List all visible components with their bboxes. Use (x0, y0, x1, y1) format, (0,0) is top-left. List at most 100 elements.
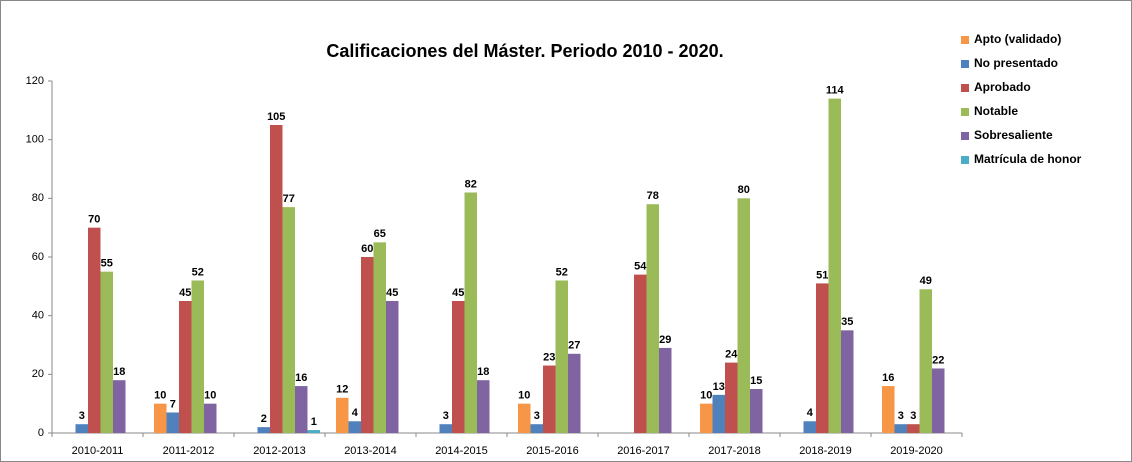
legend-label: Sobresaliente (974, 128, 1053, 142)
bar (555, 280, 568, 433)
bar (361, 257, 374, 433)
data-label: 82 (465, 178, 477, 190)
bar (932, 368, 945, 433)
bar (882, 386, 895, 433)
data-label: 114 (826, 85, 845, 97)
legend-swatch (961, 36, 969, 44)
x-tick-label: 2010-2011 (72, 445, 124, 457)
bar (828, 98, 841, 433)
data-label: 2 (261, 413, 267, 425)
data-label: 52 (192, 266, 204, 278)
bar (750, 389, 763, 433)
bar (179, 301, 192, 433)
data-label: 24 (725, 349, 738, 361)
data-label: 10 (154, 390, 166, 402)
x-tick-label: 2011-2012 (163, 445, 215, 457)
bar (295, 386, 308, 433)
bar (646, 204, 659, 433)
data-label: 7 (170, 398, 176, 410)
bar (113, 380, 126, 433)
x-tick-label: 2017-2018 (708, 445, 761, 457)
bar (100, 271, 113, 433)
y-tick-label: 120 (26, 75, 44, 87)
bar (477, 380, 490, 433)
data-label: 1 (311, 416, 317, 428)
bar (841, 330, 854, 433)
bar (336, 397, 349, 433)
data-label: 18 (113, 366, 125, 378)
data-label: 65 (374, 228, 386, 240)
bar (270, 125, 283, 433)
bar (88, 227, 101, 433)
bar (386, 301, 399, 433)
legend-label: Notable (974, 104, 1018, 118)
legend-label: Apto (validado) (974, 32, 1061, 46)
data-label: 77 (283, 193, 295, 205)
bar (919, 289, 932, 433)
bar (737, 198, 750, 433)
data-label: 60 (361, 243, 373, 255)
x-tick-label: 2012-2013 (253, 445, 306, 457)
data-label: 23 (543, 351, 555, 363)
data-label: 78 (647, 190, 659, 202)
data-label: 3 (910, 410, 916, 422)
chart-title: Calificaciones del Máster. Periodo 2010 … (326, 41, 723, 61)
data-label: 10 (700, 390, 712, 402)
data-label: 13 (713, 381, 725, 393)
data-label: 4 (352, 407, 359, 419)
bar (803, 421, 816, 433)
y-tick-label: 20 (32, 368, 44, 380)
legend-label: No presentado (974, 56, 1058, 70)
data-label: 27 (568, 340, 580, 352)
data-label: 3 (534, 410, 540, 422)
data-label: 4 (807, 407, 814, 419)
bar (518, 403, 531, 433)
bar (166, 412, 179, 433)
bar (543, 365, 556, 433)
data-label: 12 (336, 384, 348, 396)
data-label: 29 (659, 334, 671, 346)
bar (307, 430, 320, 433)
bar (659, 347, 672, 433)
y-tick-label: 60 (32, 251, 44, 263)
legend-label: Aprobado (974, 80, 1031, 94)
data-label: 51 (816, 269, 828, 281)
legend-swatch (961, 108, 969, 116)
bar (907, 424, 920, 433)
bar (700, 403, 713, 433)
data-label: 16 (295, 372, 307, 384)
data-label: 45 (179, 287, 191, 299)
data-label: 22 (932, 354, 944, 366)
legend-swatch (961, 156, 969, 164)
data-label: 45 (386, 287, 398, 299)
legend-swatch (961, 132, 969, 140)
data-label: 49 (920, 275, 932, 287)
legend-label: Matrícula de honor (974, 152, 1082, 166)
data-label: 45 (452, 287, 464, 299)
bar (452, 301, 465, 433)
legend-swatch (961, 84, 969, 92)
y-tick-label: 80 (32, 192, 44, 204)
data-label: 105 (267, 111, 285, 123)
data-label: 80 (738, 184, 750, 196)
data-label: 3 (898, 410, 904, 422)
bar (634, 274, 647, 433)
y-tick-label: 40 (32, 310, 44, 322)
x-tick-label: 2019-2020 (890, 445, 943, 457)
bar (257, 427, 270, 433)
data-label: 10 (518, 390, 530, 402)
bar (282, 207, 295, 433)
data-label: 10 (204, 390, 216, 402)
data-label: 3 (79, 410, 85, 422)
bar (154, 403, 167, 433)
x-tick-label: 2014-2015 (435, 445, 488, 457)
bar (816, 283, 829, 433)
data-label: 55 (101, 258, 113, 270)
bar (464, 192, 477, 433)
bar (894, 424, 907, 433)
data-label: 18 (477, 366, 489, 378)
legend-swatch (961, 60, 969, 68)
bar (439, 424, 452, 433)
data-label: 15 (750, 375, 762, 387)
